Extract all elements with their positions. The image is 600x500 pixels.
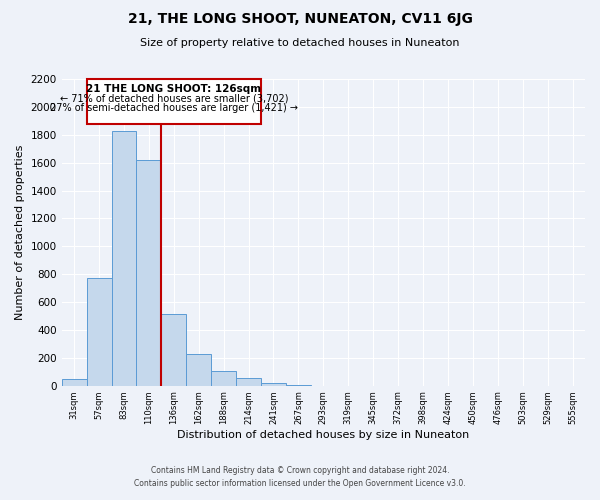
- Text: 27% of semi-detached houses are larger (1,421) →: 27% of semi-detached houses are larger (…: [50, 102, 298, 113]
- Text: Contains HM Land Registry data © Crown copyright and database right 2024.
Contai: Contains HM Land Registry data © Crown c…: [134, 466, 466, 487]
- Y-axis label: Number of detached properties: Number of detached properties: [15, 144, 25, 320]
- Bar: [136, 160, 161, 386]
- Bar: [186, 354, 211, 386]
- FancyBboxPatch shape: [87, 80, 260, 124]
- Text: 21 THE LONG SHOOT: 126sqm: 21 THE LONG SHOOT: 126sqm: [86, 84, 262, 94]
- Bar: [161, 314, 186, 386]
- Text: ← 71% of detached houses are smaller (3,702): ← 71% of detached houses are smaller (3,…: [59, 94, 288, 104]
- Text: Size of property relative to detached houses in Nuneaton: Size of property relative to detached ho…: [140, 38, 460, 48]
- Bar: [261, 383, 286, 386]
- Bar: [236, 378, 261, 386]
- Bar: [86, 278, 112, 386]
- Bar: [112, 130, 136, 386]
- Text: 21, THE LONG SHOOT, NUNEATON, CV11 6JG: 21, THE LONG SHOOT, NUNEATON, CV11 6JG: [128, 12, 472, 26]
- Bar: [62, 378, 86, 386]
- Bar: [286, 385, 311, 386]
- X-axis label: Distribution of detached houses by size in Nuneaton: Distribution of detached houses by size …: [177, 430, 469, 440]
- Bar: [211, 371, 236, 386]
